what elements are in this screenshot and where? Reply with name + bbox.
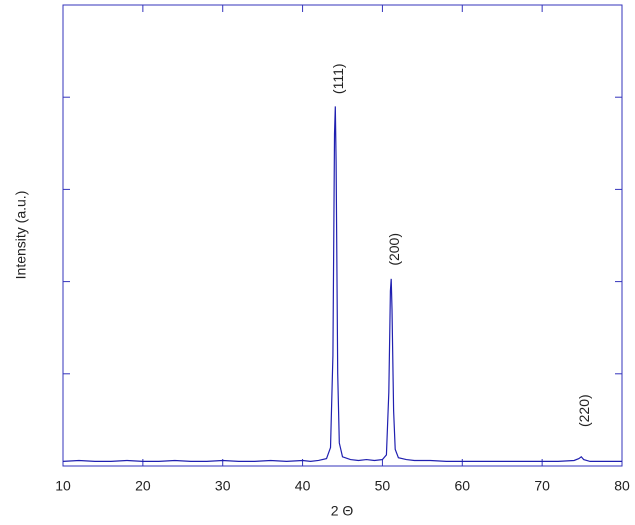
x-tick-label: 50 — [375, 478, 391, 494]
x-tick-label: 30 — [215, 478, 231, 494]
x-tick-label: 80 — [614, 478, 630, 494]
x-axis-label: 2 Θ — [331, 503, 354, 519]
x-tick-label: 10 — [55, 478, 71, 494]
x-tick-label: 20 — [135, 478, 151, 494]
peak-label: (200) — [386, 233, 402, 266]
peak-label: (220) — [576, 394, 592, 427]
xrd-line — [63, 106, 622, 461]
x-tick-label: 60 — [454, 478, 470, 494]
x-tick-label: 40 — [295, 478, 311, 494]
chart: 2 Θ Intensity (a.u.) 10 20 30 40 50 60 70 80 (11… — [0, 0, 635, 525]
x-tick-label: 70 — [534, 478, 550, 494]
y-axis-label: Intensity (a.u.) — [13, 191, 29, 280]
peak-label: (111) — [330, 63, 346, 94]
